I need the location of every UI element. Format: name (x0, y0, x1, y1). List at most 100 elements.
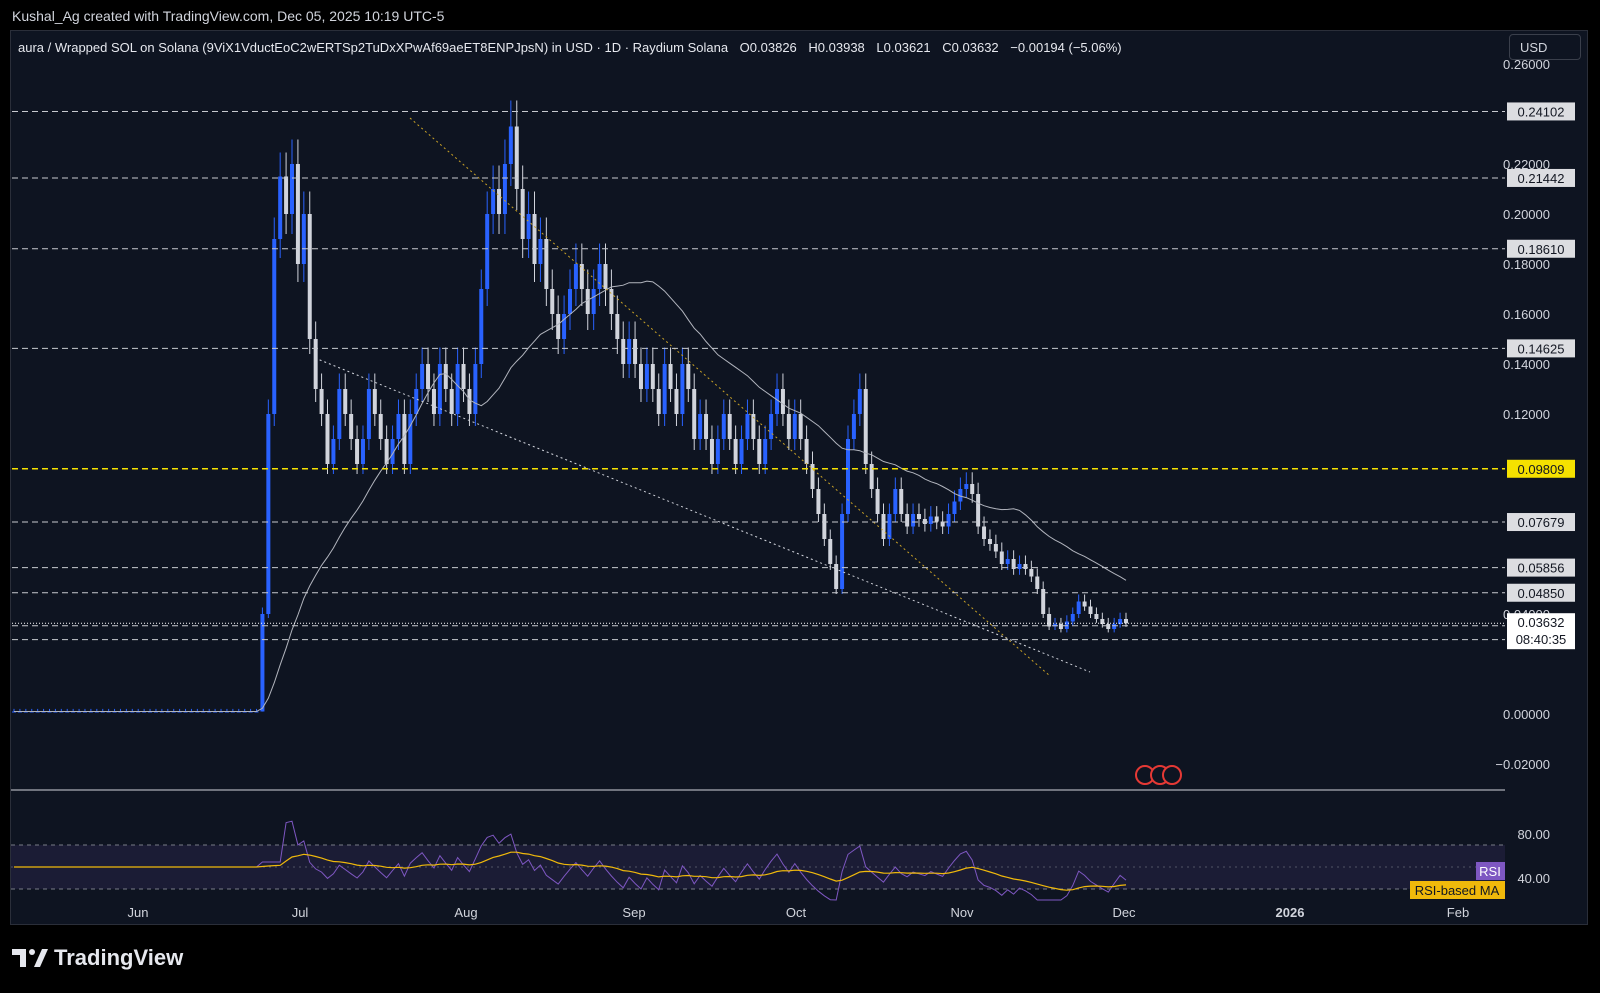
candle-body (739, 439, 744, 464)
candle-body (893, 489, 898, 514)
candle-body (272, 239, 277, 414)
candle-body (952, 501, 957, 514)
rsi-ma-label: RSI-based MA (1415, 883, 1500, 898)
candle-body (514, 126, 519, 189)
candle-body (999, 551, 1004, 564)
candle-body (834, 564, 839, 589)
candle-body (497, 189, 502, 214)
candle-body (1017, 564, 1022, 569)
candle-body (1076, 601, 1081, 614)
candle-body (715, 439, 720, 464)
candle-body (414, 389, 419, 414)
brand-name: TradingView (54, 945, 184, 970)
candle-body (343, 389, 348, 414)
price-level-tag (1507, 583, 1575, 602)
last-price-tag (1507, 613, 1575, 650)
candle-body (295, 164, 300, 264)
price-tick-label: 0.00000 (1503, 707, 1550, 722)
candle-body (745, 414, 750, 439)
candle-body (1118, 619, 1123, 624)
candle-body (520, 189, 525, 239)
candle-body (437, 364, 442, 414)
candle-body (402, 414, 407, 464)
candle-body (260, 614, 265, 712)
candle-body (538, 239, 543, 264)
price-level-tag (1507, 168, 1575, 187)
candle-body (964, 484, 969, 489)
price-tick-label: −0.02000 (1495, 757, 1550, 772)
change-value: −0.00194 (−5.06%) (1010, 40, 1122, 55)
candle-body (461, 364, 466, 389)
candle-body (585, 289, 590, 314)
candle-body (431, 389, 436, 414)
candle-body (674, 389, 679, 414)
candle-body (307, 214, 312, 339)
candle-body (976, 494, 981, 527)
time-tick-label: Jun (128, 905, 149, 920)
candle-body (467, 389, 472, 414)
event-flag-icon[interactable] (1162, 765, 1182, 785)
candle-body (396, 414, 401, 439)
price-tick-label: 0.18000 (1503, 257, 1550, 272)
candle-body (816, 489, 821, 514)
candle-body (946, 514, 951, 527)
candle-body (502, 164, 507, 214)
candle-body (780, 389, 785, 414)
candle-body (544, 239, 549, 289)
candle-body (1124, 619, 1128, 624)
candle-body (301, 214, 306, 264)
candle-body (922, 519, 927, 524)
high-value: H0.03938 (808, 40, 865, 55)
candle-body (1029, 569, 1034, 577)
candle-body (763, 439, 768, 464)
candle-body (366, 389, 371, 439)
tradingview-logo-icon (12, 949, 48, 967)
last-price-label: 0.03632 (1518, 615, 1565, 630)
open-value: O0.03826 (739, 40, 797, 55)
candle-body (875, 489, 880, 514)
chart-frame[interactable] (10, 30, 1588, 925)
candle-body (680, 364, 685, 414)
candle-body (562, 314, 567, 339)
candle-body (899, 489, 904, 514)
candle-body (727, 414, 732, 439)
candle-body (887, 514, 892, 539)
candle-body (1058, 624, 1063, 629)
candle-body (733, 439, 738, 464)
candle-body (1005, 559, 1010, 564)
rsi-label: RSI (1479, 864, 1501, 879)
candle-body (426, 364, 431, 389)
currency-button[interactable]: USD (1509, 34, 1581, 60)
price-tick-label: 0.14000 (1503, 357, 1550, 372)
low-value: L0.03621 (876, 40, 931, 55)
candle-body (916, 514, 921, 519)
symbol-legend[interactable]: aura / Wrapped SOL on Solana (9ViX1Vduct… (18, 40, 1122, 55)
candle-body (1070, 614, 1075, 622)
time-tick-label: Sep (622, 905, 645, 920)
candle-body (485, 214, 490, 289)
candle-body (420, 364, 425, 389)
price-level-label: 0.18610 (1518, 242, 1565, 257)
candle-body (284, 176, 289, 214)
candle-body (1094, 614, 1099, 619)
candle-body (940, 521, 945, 527)
candle-body (390, 439, 395, 464)
price-level-tag (1507, 102, 1575, 121)
close-value: C0.03632 (942, 40, 999, 55)
candle-body (828, 539, 833, 564)
candle-body (905, 514, 910, 527)
time-tick-label: Oct (786, 905, 807, 920)
price-level-tag (1507, 339, 1575, 358)
candle-body (408, 414, 413, 464)
price-level-tag (1507, 239, 1575, 258)
candle-body (1082, 601, 1087, 607)
price-level-label: 0.21442 (1518, 171, 1565, 186)
candle-body (491, 189, 496, 214)
candle-body (970, 484, 975, 494)
candle-body (1088, 606, 1093, 614)
price-level-label: 0.07679 (1518, 515, 1565, 530)
candle-body (278, 176, 283, 239)
price-level-label: 0.24102 (1518, 104, 1565, 119)
candle-body (573, 264, 578, 289)
